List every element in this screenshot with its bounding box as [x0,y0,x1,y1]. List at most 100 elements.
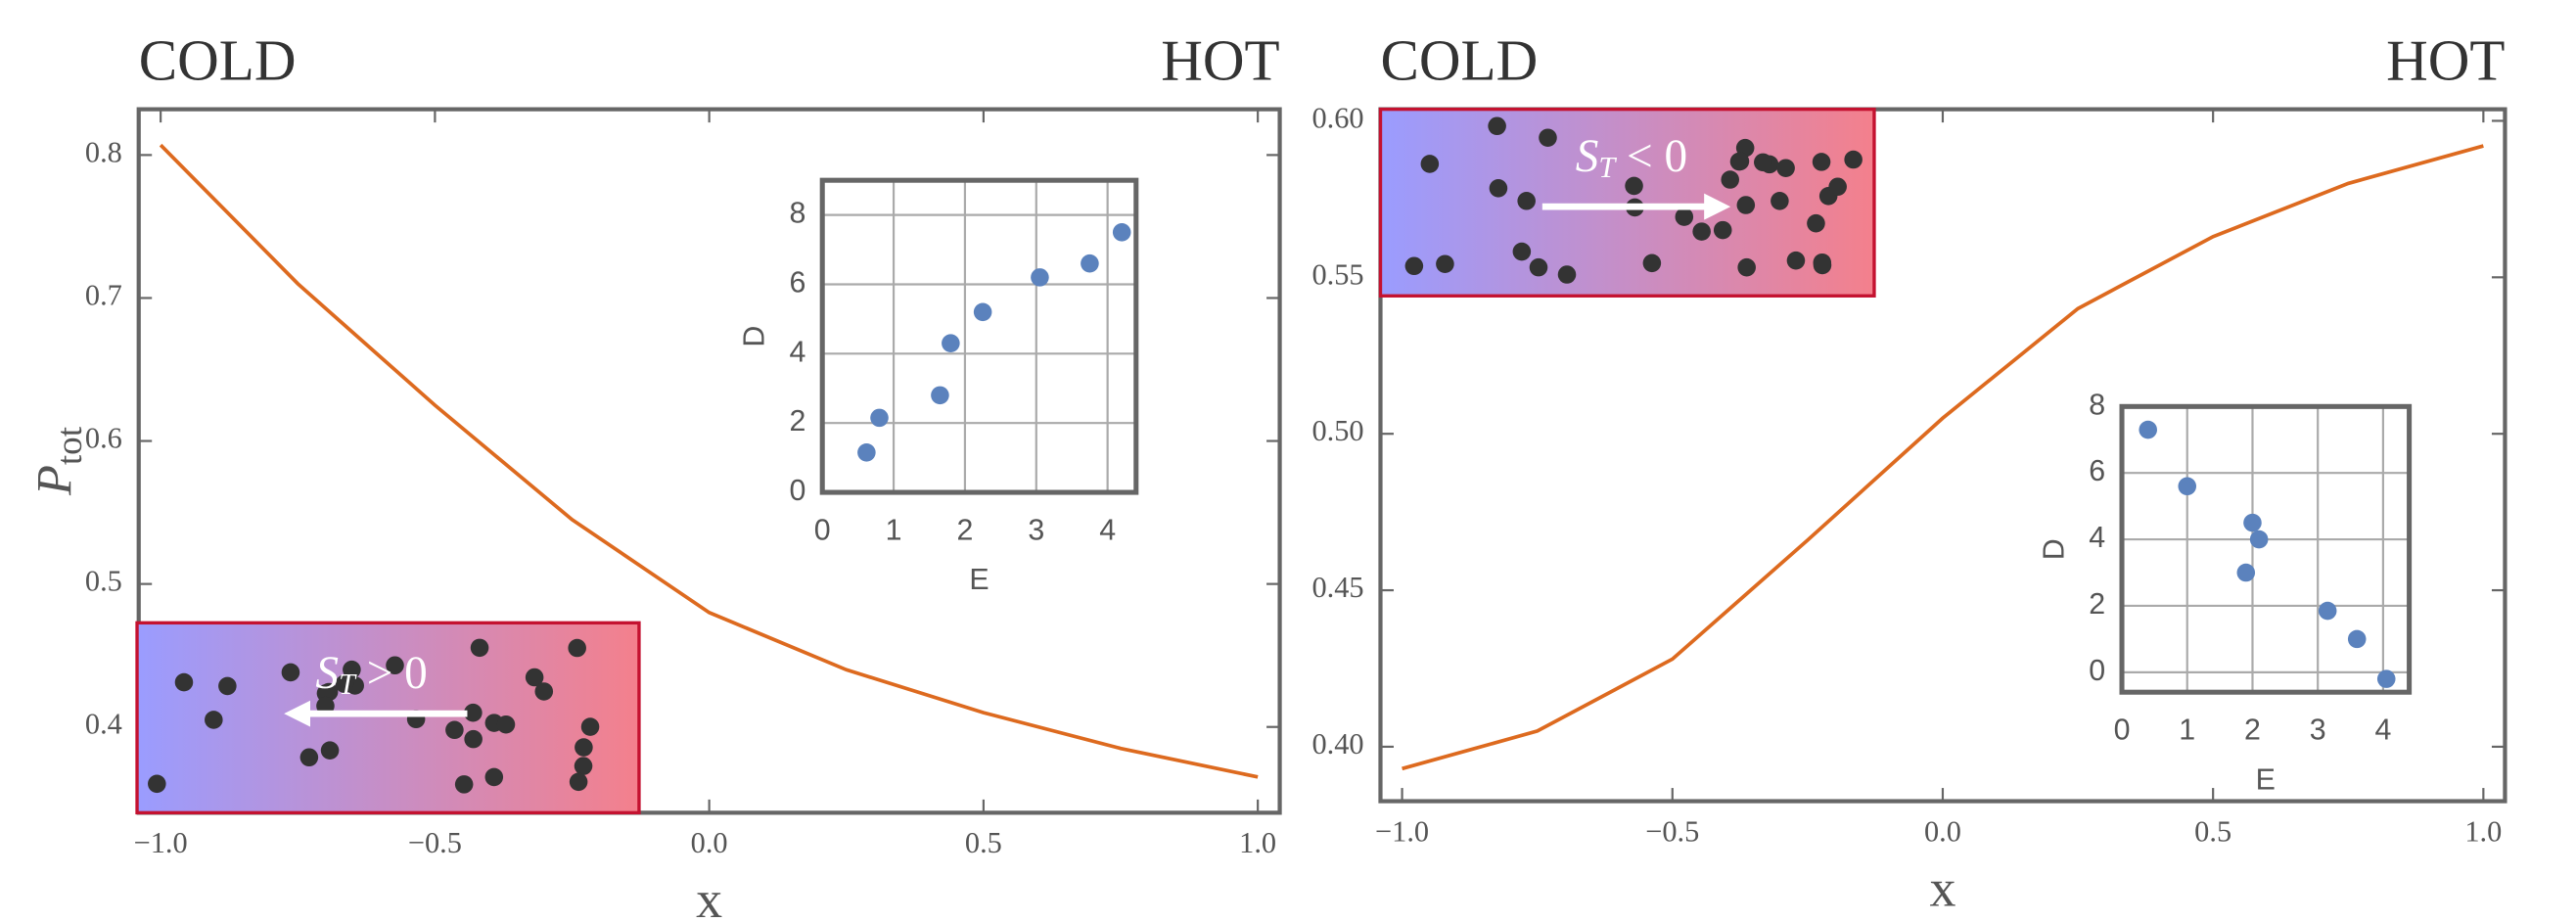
y-tick-label: 4 [789,336,805,368]
scatter-point [1031,268,1049,287]
particle [1539,128,1557,148]
y-axis-label-part: P [26,465,81,496]
annotation: ST < 0 [1576,131,1687,184]
y-tick-label: 0.6 [85,422,122,455]
inset-y-label: D [739,326,771,347]
y-tick-label: 0.60 [1311,101,1363,134]
y-tick-label: 0 [2089,655,2105,687]
scatter-point [870,408,889,428]
y-tick-label: 0 [789,475,805,507]
annotation-part: S [1576,131,1599,182]
plot-frame [819,177,1139,495]
particle [1786,251,1806,270]
particle [569,772,588,792]
particle [1404,256,1424,276]
particle [1625,176,1643,196]
scatter-point [1081,254,1099,273]
x-tick-label: 0 [814,515,831,547]
annotation: ST > 0 [315,648,427,701]
particle [1713,220,1732,240]
particle [1844,150,1863,169]
inset-x-label: E [969,564,989,596]
particle [299,748,319,767]
x-tick-label: 1.0 [1239,826,1276,859]
panel-label-hot: HOT [1161,27,1279,92]
x-tick-label: 0.0 [691,826,728,859]
particle [525,668,544,687]
y-tick-label: 0.5 [85,565,122,598]
particle [445,720,464,740]
particle [1488,116,1506,136]
particle [496,715,516,734]
y-tick-label: 2 [789,405,805,438]
panel-label-cold: COLD [139,27,297,92]
particle [1754,153,1772,172]
particle [320,741,340,760]
y-tick-label: 6 [789,266,805,299]
panel-label-cold: COLD [1380,27,1538,92]
particle [1675,207,1694,226]
y-tick-label: 8 [2089,389,2105,421]
particle [1807,213,1825,233]
particle [1813,255,1832,275]
inset-x-label: E [2256,763,2276,796]
particle [1692,222,1711,241]
panel-label-hot: HOT [2386,27,2505,92]
particle [574,757,593,775]
particle [343,660,361,679]
particle [174,672,194,692]
x-axis-label: x [1929,858,1955,917]
plot-background [2122,406,2410,693]
x-tick-label: 1 [2179,715,2195,747]
y-tick-label: 4 [2089,522,2105,554]
x-tick-label: 3 [2310,715,2326,747]
scatter-point [2347,629,2367,649]
particle [205,711,223,729]
particle [386,656,404,675]
scatter-point [973,302,992,322]
x-axis-label: x [696,870,722,922]
y-tick-label: 0.40 [1311,727,1363,761]
particle [464,729,483,749]
scatter-point [857,443,876,462]
y-tick-label: 0.45 [1311,571,1363,604]
scatter-point [2318,601,2337,621]
particle [1557,265,1577,284]
scatter-point [942,334,960,352]
y-tick-label: 8 [789,198,805,230]
x-tick-label: −1.0 [134,826,188,859]
scatter-point [2249,530,2269,549]
annotation-part: T [1598,151,1617,184]
particle [454,775,474,794]
y-tick-label: 0.8 [85,135,122,168]
x-tick-label: 1.0 [2464,814,2502,848]
y-tick-label: 0.55 [1311,257,1363,291]
annotation-part: > 0 [355,648,428,699]
particle [335,674,354,693]
annotation-part: T [339,668,357,701]
particle [1737,257,1756,277]
x-tick-label: 2 [956,515,973,547]
scatter-point [2376,669,2396,688]
scatter-point [2243,513,2262,532]
x-tick-label: 4 [1099,515,1116,547]
particle [1642,254,1662,273]
plot-frame [2119,403,2413,695]
y-axis-label: Ptot [26,426,89,496]
particle [1828,177,1847,197]
y-tick-label: 0.4 [85,708,122,741]
particle [1517,191,1536,210]
particle [484,767,504,787]
scatter-point [931,386,949,405]
y-tick-label: 2 [2089,588,2105,621]
x-tick-label: 2 [2244,715,2261,747]
particle [1489,179,1508,198]
particle [1776,159,1795,177]
particle [218,676,237,696]
particle [1730,152,1750,171]
annotation-part: S [315,648,339,699]
particle [464,703,483,722]
particle [580,717,600,736]
scatter-point [2139,420,2157,439]
